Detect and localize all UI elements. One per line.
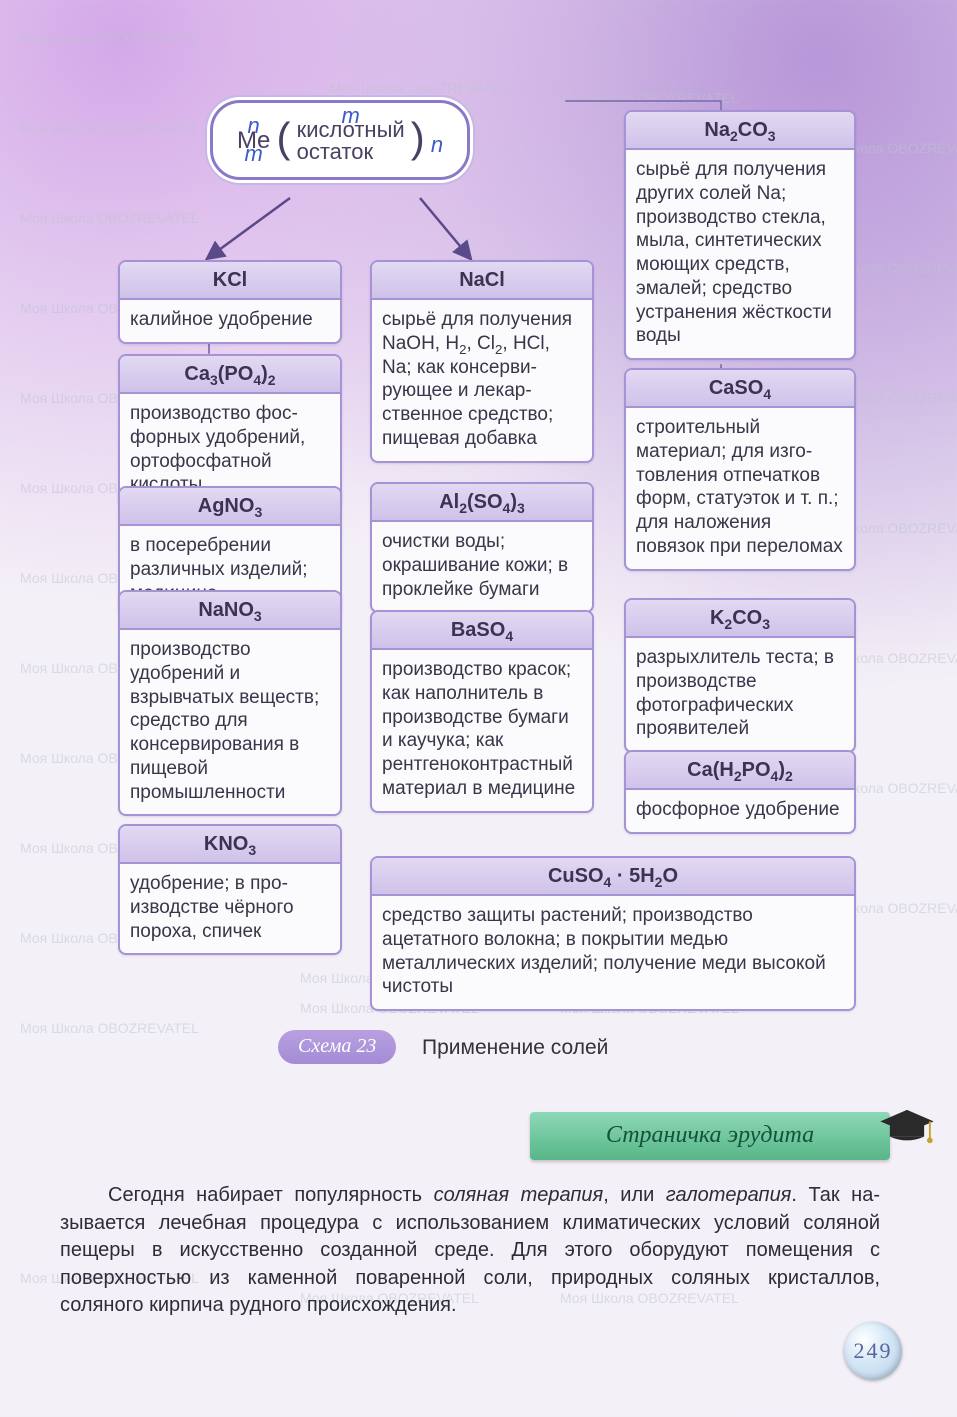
compound-formula-ca3po4: Ca3(PO4)2	[120, 356, 340, 394]
watermark: Моя Школа OBOZREVATEL	[20, 30, 199, 46]
compound-box-na2co3: Na2CO3сырьё для полу­чения других солей …	[624, 110, 856, 360]
compound-formula-kcl: KCl	[120, 262, 340, 300]
root-formula-node: n Me m ( m кислотный остаток ) n	[210, 100, 470, 180]
watermark: Моя Школа OBOZREVATEL	[20, 1020, 199, 1036]
compound-usage-cah2po4: фосфорное удобрение	[626, 790, 854, 832]
compound-box-nacl: NaClсырьё для получения NaOH, H2, Cl2, H…	[370, 260, 594, 463]
graduation-cap-icon	[878, 1108, 936, 1148]
compound-formula-caso4: CaSO4	[626, 370, 854, 408]
root-line2: остаток	[297, 139, 374, 164]
compound-formula-nano3: NaNO3	[120, 592, 340, 630]
compound-box-k2co3: K2CO3разрыхлитель теста; в производстве …	[624, 598, 856, 753]
compound-usage-caso4: строительный материал; для изго­товления…	[626, 408, 854, 569]
watermark: Моя Школа OBOZREVATEL	[330, 80, 509, 96]
compound-usage-cuso4: средство защиты растений; производство а…	[372, 896, 854, 1009]
page-number: 249	[844, 1322, 902, 1380]
compound-formula-al2so4: Al2(SO4)3	[372, 484, 592, 522]
compound-formula-nacl: NaCl	[372, 262, 592, 300]
schema-title: Применение солей	[422, 1036, 608, 1060]
compound-box-nano3: NaNO3производство удобрений и взрывчатых…	[118, 590, 342, 816]
compound-formula-agno3: AgNO3	[120, 488, 340, 526]
compound-usage-kno3: удобрение; в про­изводстве чёрного порох…	[120, 864, 340, 953]
body-paragraph: Сегодня набирает популярность соляная те…	[60, 1182, 880, 1320]
compound-usage-al2so4: очистки воды; окрашивание кожи; в прокле…	[372, 522, 592, 611]
watermark: Моя Школа OBOZREVATEL	[20, 210, 199, 226]
compound-usage-na2co3: сырьё для полу­чения других солей Na; пр…	[626, 150, 854, 358]
compound-usage-nano3: производство удобрений и взрывчатых веще…	[120, 630, 340, 814]
compound-box-caso4: CaSO4строительный материал; для изго­тов…	[624, 368, 856, 571]
root-over-m: m	[341, 105, 359, 127]
compound-formula-k2co3: K2CO3	[626, 600, 854, 638]
compound-formula-cah2po4: Ca(H2PO4)2	[626, 752, 854, 790]
compound-box-cah2po4: Ca(H2PO4)2фосфорное удобрение	[624, 750, 856, 834]
compound-usage-k2co3: разрыхлитель теста; в производстве фотог…	[626, 638, 854, 751]
watermark: Моя Школа OBOZREVATEL	[560, 90, 739, 106]
compound-box-baso4: BaSO4производство красок; как наполни­те…	[370, 610, 594, 813]
compound-usage-kcl: калийное удобрение	[120, 300, 340, 342]
schema-label: Схема 23	[278, 1030, 396, 1064]
compound-box-kno3: KNO3удобрение; в про­изводстве чёрного п…	[118, 824, 342, 955]
compound-box-al2so4: Al2(SO4)3очистки воды; окрашивание кожи;…	[370, 482, 594, 613]
root-sub-n: n	[431, 132, 443, 157]
root-sub-m: m	[245, 141, 263, 167]
compound-box-kcl: KClкалийное удобрение	[118, 260, 342, 344]
compound-formula-cuso4: CuSO4 · 5H2O	[372, 858, 854, 896]
erudite-banner: Страничка эрудита	[530, 1112, 890, 1160]
watermark: Моя Школа OBOZREVATEL	[20, 120, 199, 136]
compound-usage-baso4: производство красок; как наполни­тель в …	[372, 650, 592, 811]
root-sup-n: n	[248, 113, 260, 139]
compound-formula-kno3: KNO3	[120, 826, 340, 864]
compound-formula-na2co3: Na2CO3	[626, 112, 854, 150]
compound-box-cuso4: CuSO4 · 5H2Oсредство защиты растений; пр…	[370, 856, 856, 1011]
compound-usage-nacl: сырьё для получения NaOH, H2, Cl2, HCl, …	[372, 300, 592, 461]
compound-formula-baso4: BaSO4	[372, 612, 592, 650]
